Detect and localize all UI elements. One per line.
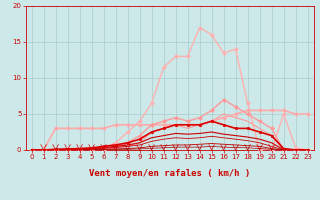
X-axis label: Vent moyen/en rafales ( km/h ): Vent moyen/en rafales ( km/h ) — [89, 168, 250, 178]
